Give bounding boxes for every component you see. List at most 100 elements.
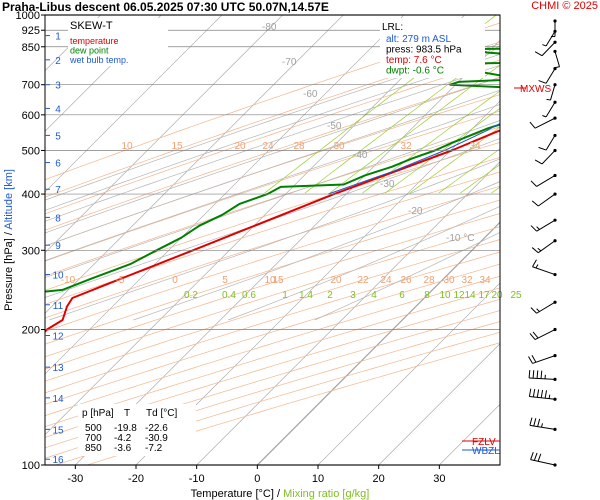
mixing-ratio-label: 3 [350,290,356,301]
altitude-tick-label: 9 [55,241,61,252]
mixing-ratio-label: 20 [491,290,503,301]
dry-adiabat [45,171,500,319]
wind-barb [530,300,557,314]
temperature-tick-label: -30 [67,473,83,485]
dry-adiabat [45,275,500,417]
legend-title: SKEW-T [70,20,113,32]
fzlv-label: FZLV [472,437,496,448]
wind-barb [538,67,557,84]
level-table-box [78,404,196,456]
isotherm-label: -80 [262,22,277,33]
altitude-tick-label: 10 [52,271,64,282]
mixing-ratio-label: 2 [327,290,333,301]
mixing-ratio-line [491,186,500,194]
wind-barb [528,388,557,401]
isotherm-line [378,343,500,465]
plot-frame [44,14,501,466]
dry-adiabat [45,185,500,332]
moist-adiabat [45,76,500,234]
moist-adiabat [45,120,500,278]
dry-adiabat-label: 20 [234,141,246,152]
dry-adiabat-label: 5 [222,275,228,286]
moist-adiabat [45,53,500,211]
info-line: alt: 279 m ASL [386,34,451,45]
copyright-label: CHMI © 2025 [531,0,598,12]
level-table-header: Td [°C] [146,408,177,419]
series-temperature [45,129,500,333]
dry-adiabat [45,41,500,198]
mixing-ratio-line [514,6,600,194]
pressure-tick-label: 600 [22,110,40,122]
mxws-label: MXWS [520,84,551,95]
mixing-ratio-label: 12 [453,290,465,301]
dry-adiabat-label: 10 [121,141,133,152]
moist-adiabat [133,181,500,321]
wind-barb [530,451,557,467]
temperature-tick-label: 20 [373,473,385,485]
dry-adiabat-label: 30 [443,275,455,286]
wind-barb [531,239,557,254]
mixing-ratio-label: 10 [439,290,451,301]
dry-adiabat [45,226,500,370]
mixing-ratio-label: 0.6 [242,290,256,301]
isotherm-label: -50 [327,121,342,132]
dry-adiabat-label: -5 [116,275,125,286]
temperature-tick-label: 30 [433,473,445,485]
isotherm-line [45,15,162,132]
pressure-tick-label: 850 [22,42,40,54]
wind-barb [529,327,557,341]
wind-barb [551,19,557,38]
isotherm-line [196,161,500,465]
dry-adiabat-label: -10 [61,275,76,286]
dry-adiabat-label: 24 [262,141,274,152]
level-table-cell: 700 [85,433,102,444]
moist-adiabat [45,64,500,222]
dry-adiabat-label: 30 [333,141,345,152]
pressure-tick-label: 1000 [16,10,40,22]
dry-adiabat-label: 0 [172,275,178,286]
info-box [380,18,485,78]
info-line: dwpt: -0.6 °C [386,66,444,77]
level-table-cell: -30.9 [145,433,168,444]
dry-adiabat [45,141,500,291]
mixing-ratio-line [578,6,600,194]
temperature-tick-label: -10 [189,473,205,485]
isotherm-line [45,15,223,193]
mixing-ratio-label: 6 [399,290,405,301]
altitude-tick-label: 8 [55,213,61,224]
mixing-ratio-line [329,64,500,194]
wind-barb [553,49,560,68]
pressure-tick-label: 400 [22,189,40,201]
mixing-ratio-label: 1.4 [299,290,313,301]
moist-adiabat [49,158,500,321]
wind-barb [530,218,557,232]
dry-adiabat [45,213,500,358]
level-table-header: p [hPa] [82,408,114,419]
dry-adiabat-label: 22 [357,275,369,286]
altitude-tick-label: 7 [55,185,61,196]
wind-barb [530,173,557,187]
altitude-tick-label: 3 [55,81,61,92]
pressure-tick-label: 925 [22,25,40,37]
level-table-cell: 850 [85,443,102,454]
mixing-ratio-line [592,6,600,194]
wind-barb [546,83,557,101]
altitude-tick-label: 6 [55,159,61,170]
mixing-ratio-line [561,6,600,194]
legend-box [68,18,168,66]
dry-adiabat [45,263,500,405]
wind-barb [528,354,557,364]
mixing-ratio-line [533,6,600,194]
isotherm-line [45,15,344,314]
chart-title: Praha-Libus descent 06.05.2025 07:30 UTC… [2,0,329,14]
dry-adiabat [45,287,500,427]
dry-adiabat [45,110,500,262]
mixing-ratio-label: 14 [464,290,476,301]
mixing-ratio-label: 1 [282,290,288,301]
isotherm-line [499,464,500,465]
temperature-tick-label: 10 [312,473,324,485]
isotherm-label: -10 °C [446,233,474,244]
dry-adiabat [45,59,500,215]
dry-adiabat [45,22,500,181]
altitude-tick-label: 12 [52,331,64,342]
